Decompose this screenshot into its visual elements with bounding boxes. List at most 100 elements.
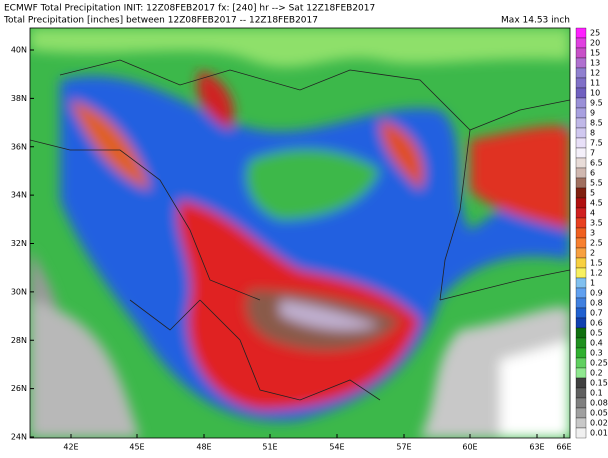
colorbar-swatch: [575, 77, 587, 89]
colorbar-swatch: [575, 357, 587, 369]
colorbar-swatch: [575, 197, 587, 209]
colorbar-label: 25: [590, 29, 600, 38]
colorbar-label: 0.4: [590, 339, 603, 348]
title-line1: ECMWF Total Precipitation INIT: 12Z08FEB…: [4, 4, 375, 14]
colorbar-label: 2: [590, 249, 595, 258]
colorbar-swatch: [575, 127, 587, 139]
colorbar-label: 10: [590, 89, 600, 98]
colorbar-swatch: [575, 267, 587, 279]
lat-label: 28N: [11, 336, 27, 345]
colorbar-swatch: [575, 177, 587, 189]
colorbar-swatch: [575, 97, 587, 109]
colorbar-label: 0.1: [590, 389, 603, 398]
colorbar-label: 0.2: [590, 369, 603, 378]
colorbar-label: 11: [590, 79, 600, 88]
colorbar-swatch: [575, 167, 587, 179]
colorbar-swatch: [575, 47, 587, 59]
colorbar-swatch: [575, 67, 587, 79]
colorbar-swatch: [575, 37, 587, 49]
colorbar-swatch: [575, 107, 587, 119]
colorbar-label: 8: [590, 129, 595, 138]
lat-label: 40N: [11, 46, 27, 55]
colorbar-label: 9: [590, 109, 595, 118]
colorbar-swatch: [575, 377, 587, 389]
colorbar-label: 4.5: [590, 199, 603, 208]
colorbar-label: 9.5: [590, 99, 603, 108]
lat-label: 32N: [11, 239, 27, 248]
colorbar-swatch: [575, 367, 587, 379]
colorbar-label: 1: [590, 279, 595, 288]
colorbar-label: 0.9: [590, 289, 603, 298]
colorbar-label: 13: [590, 59, 600, 68]
lat-label: 26N: [11, 384, 27, 393]
colorbar-swatch: [575, 237, 587, 249]
colorbar-label: 0.15: [590, 379, 608, 388]
max-label: Max 14.53 inch: [501, 16, 570, 26]
lon-label: 57E: [396, 443, 411, 452]
colorbar-label: 7: [590, 149, 595, 158]
colorbar-label: 0.3: [590, 349, 603, 358]
colorbar-swatch: [575, 277, 587, 289]
lon-label: 63E: [529, 443, 544, 452]
colorbar-label: 7.5: [590, 139, 603, 148]
colorbar-swatch: [575, 117, 587, 129]
colorbar-label: 5.5: [590, 179, 603, 188]
colorbar-label: 6: [590, 169, 595, 178]
lon-label: 66E: [556, 443, 571, 452]
colorbar-label: 3.5: [590, 219, 603, 228]
lon-label: 60E: [462, 443, 477, 452]
colorbar-label: 0.01: [590, 429, 608, 438]
colorbar-swatch: [575, 427, 587, 439]
colorbar-label: 1.2: [590, 269, 603, 278]
colorbar-swatch: [575, 57, 587, 69]
colorbar-swatch: [575, 307, 587, 319]
lat-label: 34N: [11, 191, 27, 200]
lon-label: 42E: [63, 443, 78, 452]
colorbar-swatch: [575, 417, 587, 429]
colorbar-swatch: [575, 87, 587, 99]
colorbar-swatch: [575, 187, 587, 199]
colorbar-swatch: [575, 387, 587, 399]
colorbar-swatch: [575, 157, 587, 169]
colorbar-label: 20: [590, 39, 600, 48]
colorbar-label: 4: [590, 209, 595, 218]
lat-label: 24N: [11, 433, 27, 442]
colorbar-label: 0.25: [590, 359, 608, 368]
colorbar-swatch: [575, 327, 587, 339]
colorbar-label: 0.7: [590, 309, 603, 318]
colorbar-label: 1.5: [590, 259, 603, 268]
colorbar-swatch: [575, 217, 587, 229]
lon-label: 48E: [196, 443, 211, 452]
colorbar-swatch: [575, 137, 587, 149]
map-frame: [29, 27, 571, 439]
colorbar-label: 15: [590, 49, 600, 58]
colorbar-swatch: [575, 207, 587, 219]
colorbar-swatch: [575, 347, 587, 359]
lon-label: 51E: [262, 443, 277, 452]
colorbar-label: 0.5: [590, 329, 603, 338]
colorbar-label: 8.5: [590, 119, 603, 128]
lon-label: 54E: [329, 443, 344, 452]
colorbar-swatch: [575, 257, 587, 269]
colorbar-swatch: [575, 407, 587, 419]
precip-field: [30, 28, 570, 438]
colorbar-swatch: [575, 297, 587, 309]
colorbar-swatch: [575, 247, 587, 259]
colorbar-swatch: [575, 27, 587, 39]
colorbar-label: 5: [590, 189, 595, 198]
colorbar-label: 3: [590, 229, 595, 238]
colorbar-label: 6.5: [590, 159, 603, 168]
lat-label: 30N: [11, 287, 27, 296]
colorbar-label: 2.5: [590, 239, 603, 248]
colorbar-swatch: [575, 287, 587, 299]
colorbar-label: 0.08: [590, 399, 608, 408]
colorbar-swatch: [575, 147, 587, 159]
colorbar-label: 12: [590, 69, 600, 78]
colorbar-label: 0.8: [590, 299, 603, 308]
colorbar-swatch: [575, 337, 587, 349]
colorbar-label: 0.6: [590, 319, 603, 328]
lon-label: 45E: [129, 443, 144, 452]
colorbar-swatch: [575, 227, 587, 239]
colorbar-swatch: [575, 397, 587, 409]
